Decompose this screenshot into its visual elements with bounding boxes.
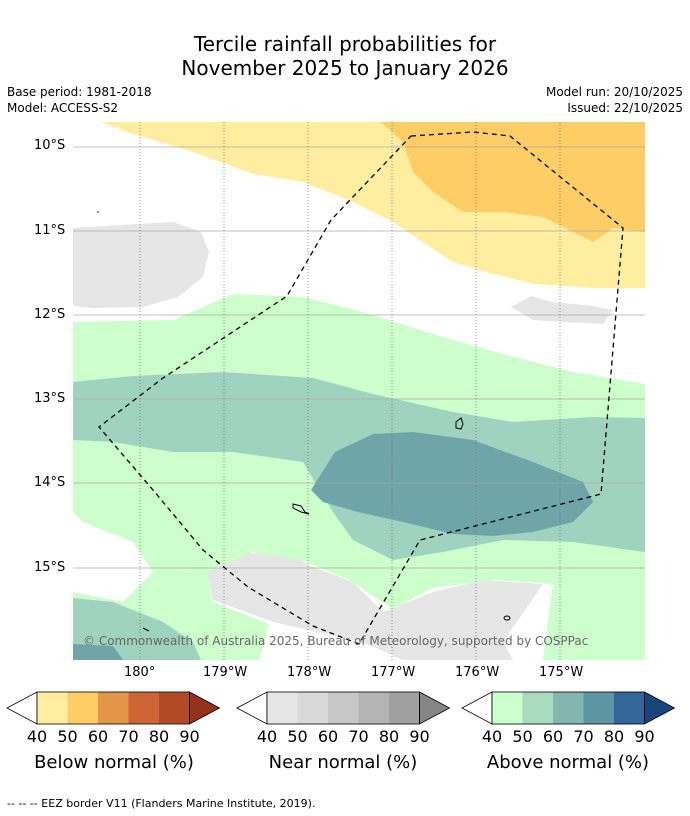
colorbar-segment — [267, 692, 298, 724]
lon-label-179w: 179°W — [203, 665, 248, 680]
colorbar-over-triangle — [189, 691, 221, 725]
issued-date: Issued: 22/10/2025 — [567, 101, 683, 115]
island-outline — [455, 417, 464, 430]
colorbar-tick-label: 90 — [179, 727, 200, 746]
colorbar-segment — [583, 692, 614, 724]
below-normal-50-region — [381, 122, 645, 242]
colorbar-tick-label: 40 — [26, 727, 48, 746]
map-attribution: © Commonwealth of Australia 2025, Bureau… — [83, 634, 588, 648]
map-title-line1: Tercile rainfall probabilities for — [193, 32, 497, 56]
lon-label-176w: 176°W — [455, 665, 500, 680]
island-outline — [503, 615, 511, 621]
colorbar-segment — [67, 692, 98, 724]
colorbar-tick-label: 60 — [317, 727, 339, 746]
colorbar-tick-label: 50 — [512, 727, 533, 746]
colorbar-segment — [159, 692, 190, 724]
lon-label-180: 180° — [124, 665, 156, 680]
near-normal-region-east — [511, 296, 613, 324]
lat-label-14s: 14°S — [34, 475, 66, 490]
colorbar-outline — [36, 691, 190, 725]
colorbar-outline — [491, 691, 645, 725]
island-outline — [292, 503, 310, 515]
colorbar-over-triangle — [644, 691, 676, 725]
colorbar-tick-label: 70 — [348, 727, 369, 746]
lon-label-178w: 178°W — [287, 665, 332, 680]
model-run: Model run: 20/10/2025 — [545, 85, 683, 99]
colorbar-segment — [297, 692, 328, 724]
colorbar-segment — [358, 692, 389, 724]
colorbar-below-normal — [6, 691, 221, 725]
lat-label-15s: 15°S — [34, 560, 66, 575]
colorbar-title-below: Below normal (%) — [34, 752, 194, 773]
colorbar-over-triangle — [419, 691, 451, 725]
eez-border — [98, 131, 624, 645]
colorbar-title-above: Above normal (%) — [486, 752, 650, 773]
colorbar-tick-label: 40 — [256, 727, 278, 746]
lat-label-12s: 12°S — [34, 307, 66, 322]
colorbar-tick-label: 50 — [287, 727, 308, 746]
colorbar-tick-label: 70 — [573, 727, 594, 746]
colorbar-tick-label: 80 — [148, 727, 170, 746]
colorbar-tick-label: 80 — [378, 727, 400, 746]
lat-label-11s: 11°S — [34, 223, 66, 238]
lat-label-10s: 10°S — [34, 138, 66, 153]
colorbar-tick-label: 80 — [603, 727, 625, 746]
colorbar-tick-label: 90 — [634, 727, 655, 746]
colorbar-segment — [614, 692, 645, 724]
colorbar-under-triangle — [236, 691, 268, 725]
island-outline — [142, 627, 150, 632]
colorbar-tick-label: 60 — [542, 727, 564, 746]
colorbar-tick-label: 40 — [481, 727, 503, 746]
colorbar-segment — [128, 692, 159, 724]
base-period: Base period: 1981-2018 — [7, 85, 152, 99]
colorbar-outline — [266, 691, 420, 725]
above-normal-60-region — [311, 432, 593, 536]
colorbar-segment — [522, 692, 553, 724]
near-normal-region-south — [207, 550, 543, 660]
probability-map: © Commonwealth of Australia 2025, Bureau… — [73, 122, 645, 660]
colorbar-tick-label: 70 — [118, 727, 139, 746]
lon-label-177w: 177°W — [371, 665, 416, 680]
colorbar-tick-label: 90 — [409, 727, 430, 746]
colorbars — [6, 691, 676, 725]
latitude-gridlines — [73, 146, 645, 569]
colorbar-segment — [553, 692, 584, 724]
model-name: Model: ACCESS-S2 — [7, 101, 119, 115]
colorbar-tick-label: 50 — [57, 727, 78, 746]
colorbar-near-normal — [236, 691, 451, 725]
colorbar-segment — [389, 692, 420, 724]
colorbar-title-near: Near normal (%) — [268, 752, 418, 773]
colorbar-segment — [98, 692, 129, 724]
above-normal-60-region-southwest — [73, 644, 123, 660]
island-outline — [97, 211, 99, 213]
above-normal-50-region-southwest — [73, 598, 201, 660]
colorbar-segment — [328, 692, 359, 724]
colorbar-under-triangle — [6, 691, 38, 725]
map-title-line2: November 2025 to January 2026 — [181, 56, 509, 80]
eez-legend-footer: -- -- -- EEZ border V11 (Flanders Marine… — [7, 797, 316, 810]
colorbar-under-triangle — [461, 691, 493, 725]
colorbar-tick-label: 60 — [87, 727, 109, 746]
colorbar-above-normal — [461, 691, 676, 725]
lon-label-175w: 175°W — [539, 665, 584, 680]
colorbar-segment — [37, 692, 68, 724]
colorbar-segment — [492, 692, 523, 724]
near-normal-region-west — [73, 222, 209, 308]
lat-label-13s: 13°S — [34, 391, 66, 406]
